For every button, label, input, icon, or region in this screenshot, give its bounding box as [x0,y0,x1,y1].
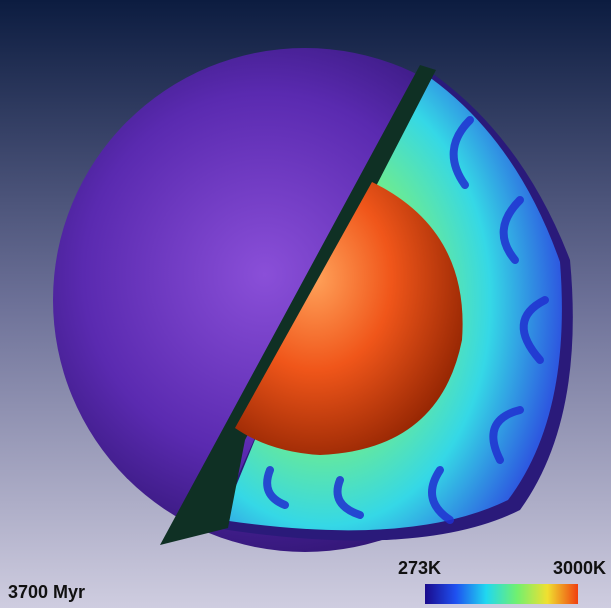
colorbar-min-label: 273K [398,558,441,578]
colorbar-max-label: 3000K [553,558,606,578]
colorbar [425,584,578,604]
time-label: 3700 Myr [8,582,85,602]
visualization: 3700 Myr 273K 3000K [0,0,611,608]
page: 3700 Myr 273K 3000K (() => { const data … [0,0,611,608]
